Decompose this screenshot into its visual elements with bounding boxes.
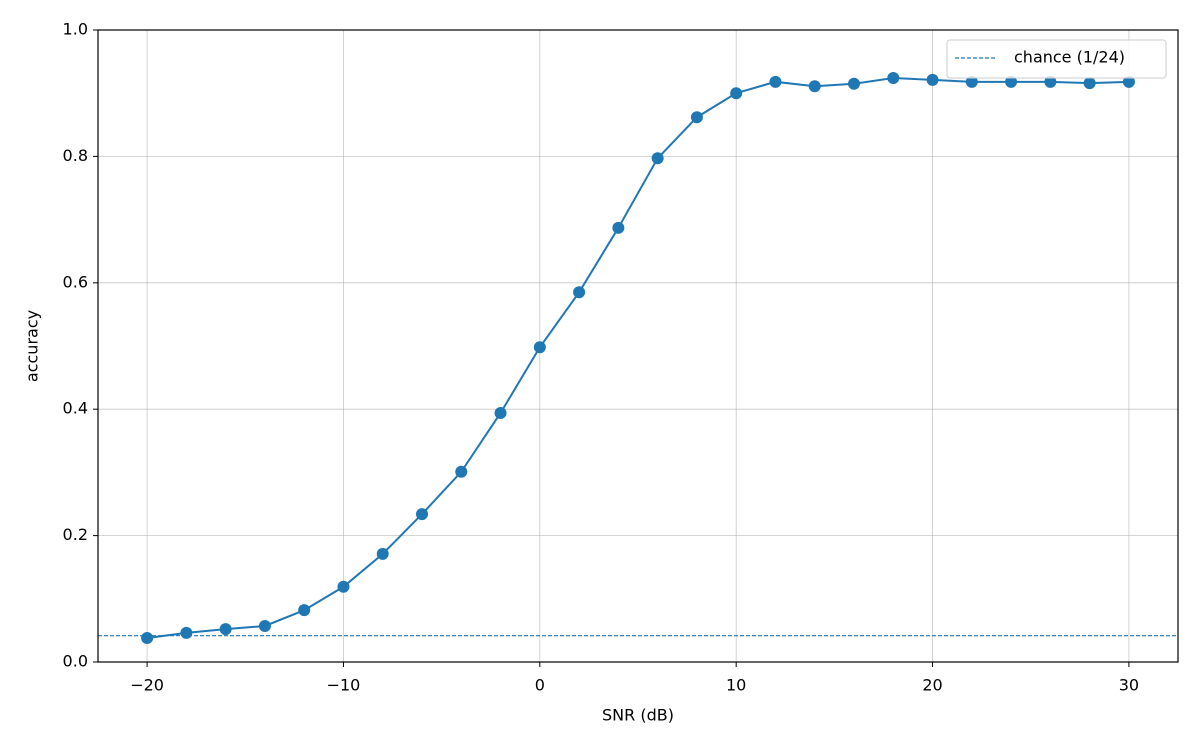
data-point [376, 547, 389, 560]
data-point [926, 73, 939, 86]
data-point [141, 631, 154, 644]
data-point [219, 623, 232, 636]
legend-box [946, 39, 1167, 79]
x-tick-label: 10 [726, 676, 746, 695]
data-point [573, 286, 586, 299]
data-point [258, 619, 271, 632]
data-point [1044, 75, 1057, 88]
data-point [180, 626, 193, 639]
data-point [416, 508, 428, 521]
legend-label: chance (1/24) [1014, 48, 1125, 67]
data-point [533, 341, 546, 354]
plot-frame [97, 29, 1179, 663]
y-tick-label: 0.8 [63, 146, 88, 165]
data-point [612, 221, 625, 234]
y-tick-label: 0.4 [63, 399, 88, 418]
data-point [1005, 75, 1018, 88]
data-point [769, 75, 782, 88]
y-tick-label: 1.0 [63, 20, 88, 39]
data-point [965, 75, 978, 88]
data-point [298, 604, 311, 617]
x-tick-label: −20 [130, 676, 164, 695]
data-point [455, 465, 468, 478]
data-point [887, 72, 900, 85]
x-axis-label: SNR (dB) [602, 706, 674, 725]
y-tick-label: 0.6 [63, 272, 88, 291]
data-line [146, 77, 1129, 639]
x-tick-label: 20 [922, 676, 942, 695]
data-point [1122, 75, 1135, 88]
data-point [337, 580, 350, 593]
x-tick-label: −10 [327, 676, 361, 695]
x-tick-label: 30 [1119, 676, 1139, 695]
y-tick-label: 0.2 [63, 525, 88, 544]
data-point [1083, 77, 1096, 90]
legend: chance (1/24) [946, 39, 1167, 79]
data-point [690, 111, 703, 124]
y-tick-label: 0.0 [63, 652, 88, 671]
data-point [494, 406, 507, 419]
data-point [848, 77, 860, 90]
data-point [730, 87, 743, 100]
x-tick-label: 0 [535, 676, 545, 695]
data-point [651, 152, 664, 165]
data-point [808, 80, 821, 93]
y-axis-label: accuracy [23, 310, 42, 382]
